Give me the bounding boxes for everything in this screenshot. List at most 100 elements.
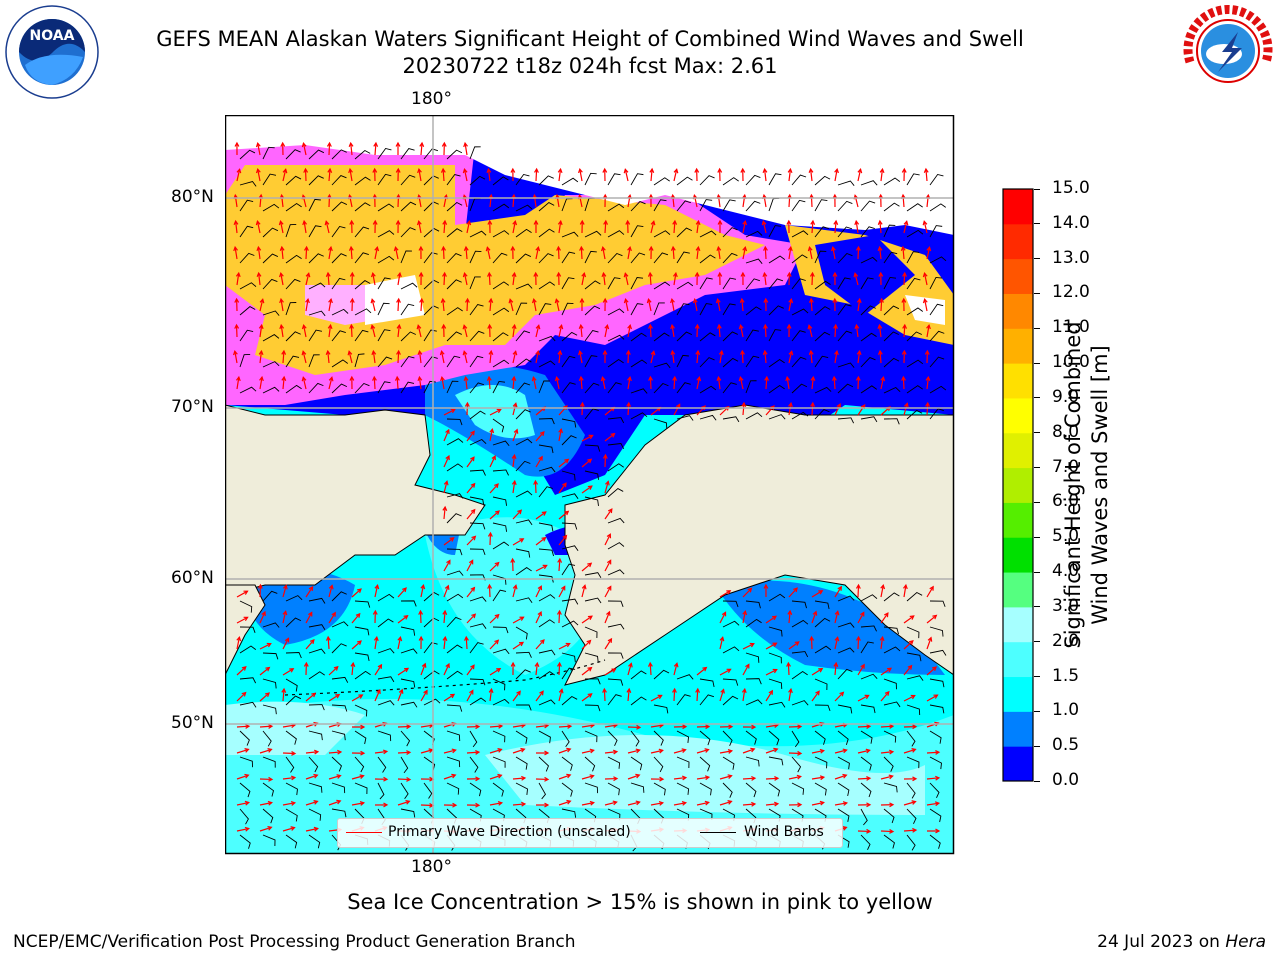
wave-direction-arrowhead [787, 245, 793, 252]
wind-barb [768, 701, 786, 708]
wave-direction-swatch [346, 832, 382, 833]
wind-barb [607, 443, 625, 450]
wind-barb [906, 331, 923, 342]
wave-direction-arrow [282, 585, 287, 598]
wind-barb [331, 643, 347, 654]
wind-barb [929, 356, 945, 368]
wave-direction-arrowhead [901, 375, 906, 381]
wind-barb [469, 642, 484, 654]
wave-direction-arrow [765, 615, 777, 624]
wind-barb [584, 305, 601, 316]
wave-direction-arrow [763, 195, 767, 208]
wave-direction-arrowhead [602, 687, 607, 693]
wind-barb [929, 730, 942, 744]
wave-direction-arrow [466, 587, 475, 598]
wave-direction-arrowhead [812, 610, 818, 616]
wave-direction-arrowhead [371, 349, 377, 356]
wave-direction-arrowhead [623, 272, 629, 278]
wave-direction-arrowhead [635, 800, 641, 806]
wave-direction-arrowhead [808, 297, 814, 303]
colorbar-tick-mark [1034, 606, 1040, 608]
wave-direction-arrow [811, 690, 820, 702]
wave-direction-arrow [420, 690, 428, 702]
wind-barb [814, 306, 831, 316]
wind-barb [377, 593, 395, 602]
wind-barb [607, 173, 621, 186]
wave-direction-arrow [488, 376, 491, 390]
wave-direction-arrowhead [903, 220, 909, 226]
wind-barb [239, 252, 255, 264]
wave-direction-arrow [903, 585, 907, 598]
wave-direction-arrow [788, 194, 791, 208]
wind-barb [837, 252, 853, 264]
wave-direction-arrowhead [879, 297, 884, 303]
wind-barb [791, 671, 808, 680]
wave-direction-arrowhead [470, 456, 475, 462]
wave-direction-arrow [371, 325, 376, 338]
wave-direction-arrowhead [440, 375, 445, 382]
wave-direction-arrow [420, 804, 434, 807]
footer-branch: NCEP/EMC/Verification Post Processing Pr… [13, 932, 576, 952]
wave-direction-arrow [558, 221, 562, 234]
wave-direction-arrow [880, 169, 884, 182]
wind-barb [883, 592, 900, 602]
colorbar-tick-label: 12.0 [1052, 282, 1090, 303]
wind-barb [837, 304, 852, 316]
wind-barb [492, 332, 509, 342]
wind-barb [860, 256, 878, 264]
wind-barb [400, 227, 416, 238]
wave-direction-arrow [281, 195, 284, 208]
colorbar-label-line1: Significant Height of Combined [1061, 321, 1085, 649]
wave-direction-arrowhead [762, 167, 768, 174]
wave-direction-arrowhead [742, 609, 748, 616]
wind-barb [331, 730, 346, 741]
wave-direction-arrowhead [910, 694, 916, 700]
wave-direction-arrowhead [233, 245, 239, 252]
wave-direction-arrowhead [443, 480, 449, 486]
wave-direction-arrow [857, 246, 860, 260]
wind-barb [561, 277, 575, 290]
wind-barb [377, 676, 395, 683]
wave-direction-arrow [374, 142, 377, 156]
wind-barb [607, 542, 625, 550]
wave-direction-arrowhead [810, 401, 816, 407]
wave-direction-arrow [443, 481, 448, 494]
wave-direction-arrow [834, 774, 847, 780]
wave-direction-arrow [236, 827, 249, 832]
wind-barb [331, 330, 346, 342]
wave-direction-arrowhead [877, 349, 883, 355]
colorbar-tick-mark [1034, 780, 1040, 782]
wave-direction-arrow [627, 774, 640, 780]
wave-direction-arrow [604, 433, 615, 442]
wind-barb [354, 652, 370, 662]
wave-direction-arrowhead [646, 298, 652, 304]
wave-direction-arrow [786, 377, 790, 390]
wave-direction-arrow [788, 299, 792, 312]
wave-direction-arrowhead [658, 800, 665, 806]
wave-direction-arrow [280, 325, 284, 338]
wave-direction-arrow [302, 143, 307, 156]
wind-barb [883, 386, 901, 394]
wave-direction-arrowhead [902, 323, 908, 329]
wind-barb [906, 203, 923, 212]
wave-direction-arrowhead [720, 688, 725, 694]
wave-direction-arrowhead [268, 723, 274, 729]
wind-barb [308, 310, 326, 317]
wind-barb [699, 385, 717, 394]
wind-barb [906, 173, 920, 186]
wave-direction-arrow [328, 666, 339, 676]
colorbar-tick-mark [1034, 501, 1040, 503]
wave-direction-arrowhead [265, 666, 271, 672]
wind-barb [377, 147, 392, 160]
wind-barb [722, 646, 740, 654]
wave-direction-arrowhead [672, 271, 678, 278]
colorbar-tick-mark [1034, 432, 1040, 434]
wind-barb [400, 331, 416, 342]
wind-barb [607, 203, 625, 212]
wave-direction-arrow [765, 669, 777, 676]
wave-direction-arrow [374, 750, 387, 754]
wave-direction-arrow [235, 221, 238, 234]
wind-barb [354, 149, 371, 160]
wind-barb [446, 756, 461, 768]
wave-direction-arrow [558, 643, 570, 650]
